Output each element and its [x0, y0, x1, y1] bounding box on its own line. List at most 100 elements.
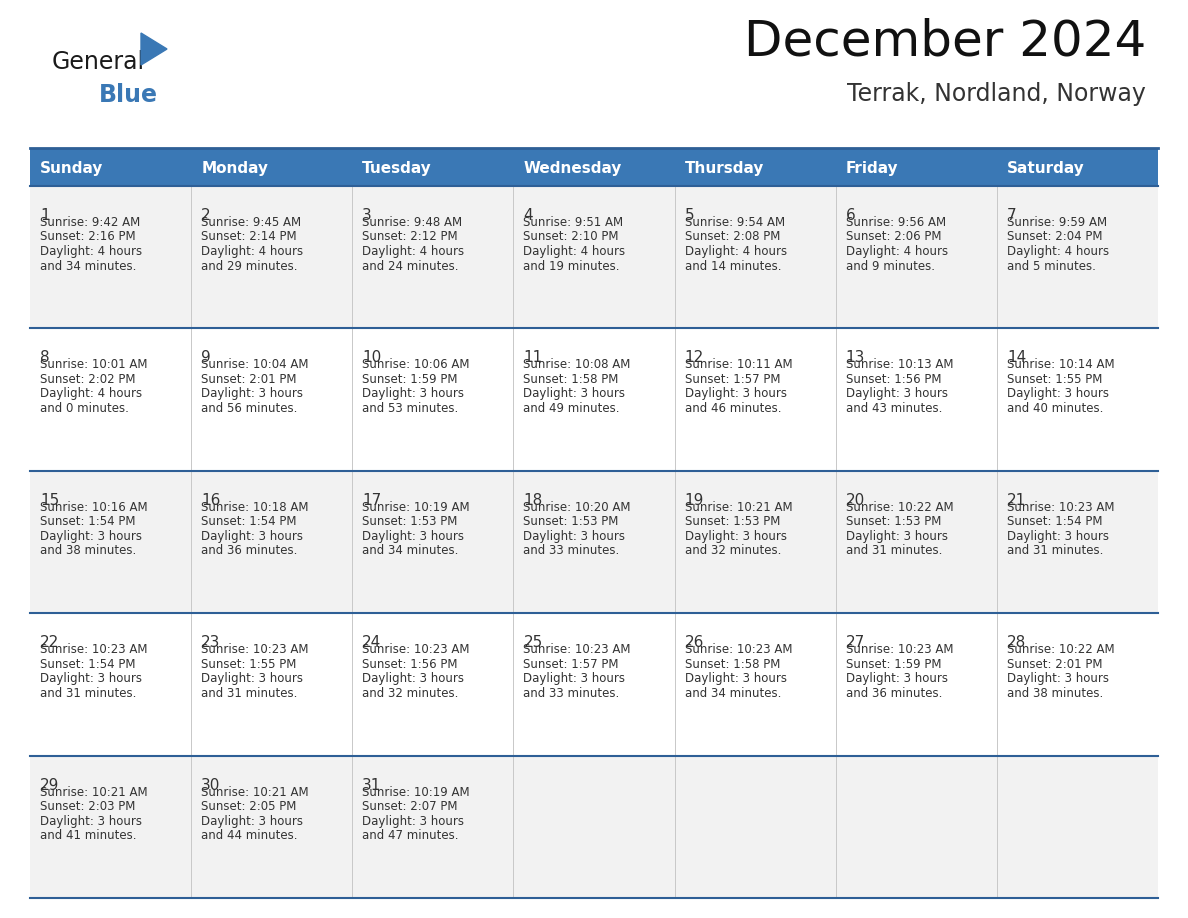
Text: Daylight: 3 hours: Daylight: 3 hours: [40, 672, 143, 685]
Text: Sunrise: 10:21 AM: Sunrise: 10:21 AM: [201, 786, 309, 799]
Text: Sunset: 1:54 PM: Sunset: 1:54 PM: [40, 515, 135, 528]
Text: Sunrise: 10:13 AM: Sunrise: 10:13 AM: [846, 358, 953, 372]
Text: Sunrise: 10:06 AM: Sunrise: 10:06 AM: [362, 358, 469, 372]
Text: Daylight: 3 hours: Daylight: 3 hours: [846, 672, 948, 685]
Text: and 24 minutes.: and 24 minutes.: [362, 260, 459, 273]
Text: Sunset: 2:02 PM: Sunset: 2:02 PM: [40, 373, 135, 386]
Text: Sunrise: 10:18 AM: Sunrise: 10:18 AM: [201, 501, 309, 514]
Bar: [30, 148, 1158, 186]
Text: Sunrise: 10:14 AM: Sunrise: 10:14 AM: [1007, 358, 1114, 372]
Text: Friday: Friday: [846, 162, 898, 176]
Text: Daylight: 3 hours: Daylight: 3 hours: [1007, 530, 1108, 543]
Text: Sunrise: 10:23 AM: Sunrise: 10:23 AM: [846, 644, 953, 656]
Text: Sunrise: 10:22 AM: Sunrise: 10:22 AM: [846, 501, 953, 514]
Text: 16: 16: [201, 493, 221, 508]
Text: Sunset: 1:57 PM: Sunset: 1:57 PM: [684, 373, 781, 386]
Text: Sunrise: 9:54 AM: Sunrise: 9:54 AM: [684, 216, 785, 229]
Text: Daylight: 3 hours: Daylight: 3 hours: [40, 814, 143, 828]
Text: Sunset: 1:55 PM: Sunset: 1:55 PM: [1007, 373, 1102, 386]
Text: Sunset: 2:01 PM: Sunset: 2:01 PM: [1007, 657, 1102, 671]
Text: and 31 minutes.: and 31 minutes.: [846, 544, 942, 557]
Text: Sunset: 1:56 PM: Sunset: 1:56 PM: [846, 373, 941, 386]
Text: Sunrise: 10:08 AM: Sunrise: 10:08 AM: [524, 358, 631, 372]
Text: Daylight: 3 hours: Daylight: 3 hours: [201, 387, 303, 400]
Text: Sunrise: 9:42 AM: Sunrise: 9:42 AM: [40, 216, 140, 229]
Text: 24: 24: [362, 635, 381, 650]
Text: Wednesday: Wednesday: [524, 162, 621, 176]
Text: and 34 minutes.: and 34 minutes.: [684, 687, 781, 700]
Text: Sunset: 1:56 PM: Sunset: 1:56 PM: [362, 657, 457, 671]
Text: Sunset: 2:12 PM: Sunset: 2:12 PM: [362, 230, 457, 243]
Text: Daylight: 4 hours: Daylight: 4 hours: [846, 245, 948, 258]
Text: and 47 minutes.: and 47 minutes.: [362, 829, 459, 842]
Text: Daylight: 4 hours: Daylight: 4 hours: [40, 245, 143, 258]
Text: General: General: [52, 50, 145, 74]
Text: Blue: Blue: [99, 83, 158, 107]
Text: Sunset: 2:16 PM: Sunset: 2:16 PM: [40, 230, 135, 243]
Text: and 36 minutes.: and 36 minutes.: [846, 687, 942, 700]
Text: and 38 minutes.: and 38 minutes.: [40, 544, 137, 557]
Text: and 19 minutes.: and 19 minutes.: [524, 260, 620, 273]
Text: Sunset: 2:01 PM: Sunset: 2:01 PM: [201, 373, 297, 386]
Text: Daylight: 3 hours: Daylight: 3 hours: [362, 672, 465, 685]
Text: Daylight: 3 hours: Daylight: 3 hours: [684, 672, 786, 685]
Text: and 32 minutes.: and 32 minutes.: [362, 687, 459, 700]
Text: and 32 minutes.: and 32 minutes.: [684, 544, 781, 557]
Text: Sunrise: 10:04 AM: Sunrise: 10:04 AM: [201, 358, 309, 372]
Text: 26: 26: [684, 635, 704, 650]
Text: and 9 minutes.: and 9 minutes.: [846, 260, 935, 273]
Text: 6: 6: [846, 208, 855, 223]
Text: Sunset: 1:54 PM: Sunset: 1:54 PM: [201, 515, 297, 528]
Text: 29: 29: [40, 778, 59, 792]
Text: Sunset: 1:53 PM: Sunset: 1:53 PM: [362, 515, 457, 528]
Text: 19: 19: [684, 493, 704, 508]
Text: Sunrise: 9:48 AM: Sunrise: 9:48 AM: [362, 216, 462, 229]
Text: 27: 27: [846, 635, 865, 650]
Text: Daylight: 4 hours: Daylight: 4 hours: [524, 245, 626, 258]
Text: Sunset: 2:14 PM: Sunset: 2:14 PM: [201, 230, 297, 243]
Text: Sunset: 1:54 PM: Sunset: 1:54 PM: [1007, 515, 1102, 528]
Text: Daylight: 3 hours: Daylight: 3 hours: [201, 530, 303, 543]
Text: Sunrise: 10:23 AM: Sunrise: 10:23 AM: [684, 644, 792, 656]
Text: Daylight: 3 hours: Daylight: 3 hours: [524, 387, 625, 400]
Text: Sunrise: 10:23 AM: Sunrise: 10:23 AM: [524, 644, 631, 656]
Text: Sunset: 1:54 PM: Sunset: 1:54 PM: [40, 657, 135, 671]
Text: Sunset: 2:05 PM: Sunset: 2:05 PM: [201, 800, 297, 813]
Text: 5: 5: [684, 208, 694, 223]
Text: and 31 minutes.: and 31 minutes.: [40, 687, 137, 700]
Text: Thursday: Thursday: [684, 162, 764, 176]
Text: Sunset: 1:53 PM: Sunset: 1:53 PM: [524, 515, 619, 528]
Text: 17: 17: [362, 493, 381, 508]
Text: and 14 minutes.: and 14 minutes.: [684, 260, 781, 273]
Text: and 40 minutes.: and 40 minutes.: [1007, 402, 1104, 415]
Text: 20: 20: [846, 493, 865, 508]
Text: 22: 22: [40, 635, 59, 650]
Text: and 38 minutes.: and 38 minutes.: [1007, 687, 1104, 700]
Text: Daylight: 3 hours: Daylight: 3 hours: [684, 530, 786, 543]
Text: 15: 15: [40, 493, 59, 508]
Text: Sunset: 2:06 PM: Sunset: 2:06 PM: [846, 230, 941, 243]
Text: Sunset: 1:55 PM: Sunset: 1:55 PM: [201, 657, 297, 671]
Text: Sunset: 2:10 PM: Sunset: 2:10 PM: [524, 230, 619, 243]
Text: and 33 minutes.: and 33 minutes.: [524, 687, 620, 700]
Text: and 0 minutes.: and 0 minutes.: [40, 402, 128, 415]
Text: 10: 10: [362, 351, 381, 365]
Text: and 5 minutes.: and 5 minutes.: [1007, 260, 1095, 273]
Text: Sunset: 1:53 PM: Sunset: 1:53 PM: [846, 515, 941, 528]
Text: Daylight: 3 hours: Daylight: 3 hours: [524, 530, 625, 543]
Text: Daylight: 3 hours: Daylight: 3 hours: [362, 814, 465, 828]
Text: Sunday: Sunday: [40, 162, 103, 176]
Text: and 43 minutes.: and 43 minutes.: [846, 402, 942, 415]
Bar: [30, 329, 1158, 471]
Text: 8: 8: [40, 351, 50, 365]
Text: 1: 1: [40, 208, 50, 223]
Text: Terrak, Nordland, Norway: Terrak, Nordland, Norway: [847, 82, 1146, 106]
Text: and 49 minutes.: and 49 minutes.: [524, 402, 620, 415]
Text: and 46 minutes.: and 46 minutes.: [684, 402, 781, 415]
Text: Sunrise: 10:19 AM: Sunrise: 10:19 AM: [362, 501, 470, 514]
Text: Daylight: 4 hours: Daylight: 4 hours: [40, 387, 143, 400]
Text: 31: 31: [362, 778, 381, 792]
Text: Sunrise: 10:21 AM: Sunrise: 10:21 AM: [684, 501, 792, 514]
Text: Sunrise: 10:23 AM: Sunrise: 10:23 AM: [362, 644, 469, 656]
Polygon shape: [141, 33, 168, 65]
